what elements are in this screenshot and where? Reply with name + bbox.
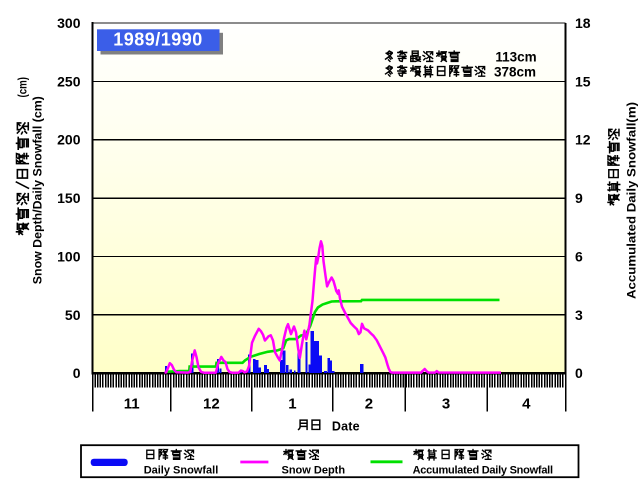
svg-text:50: 50 xyxy=(65,307,81,323)
svg-text:15: 15 xyxy=(575,73,591,89)
svg-text:3: 3 xyxy=(575,307,583,323)
svg-text:100: 100 xyxy=(57,249,81,265)
svg-text:113cm: 113cm xyxy=(495,50,536,65)
svg-text:3: 3 xyxy=(442,396,450,413)
svg-text:12: 12 xyxy=(203,396,220,413)
svg-text:12: 12 xyxy=(575,132,591,148)
svg-text:150: 150 xyxy=(57,190,81,206)
svg-text:Daily Snowfall: Daily Snowfall xyxy=(144,464,219,476)
svg-text:18: 18 xyxy=(575,15,591,31)
svg-text:Snow Depth/Daily Snowfall (cm): Snow Depth/Daily Snowfall (cm) xyxy=(33,96,45,284)
svg-text:378cm: 378cm xyxy=(494,65,536,80)
svg-text:4: 4 xyxy=(522,396,531,413)
svg-text:9: 9 xyxy=(575,190,583,206)
svg-text:Snow Depth: Snow Depth xyxy=(282,464,346,476)
svg-text:Accumulated Daily Snowfall(m): Accumulated Daily Snowfall(m) xyxy=(625,102,639,299)
svg-text:(cm): (cm) xyxy=(16,77,30,98)
svg-text:200: 200 xyxy=(57,132,81,148)
svg-text:0: 0 xyxy=(73,365,81,381)
svg-text:1: 1 xyxy=(288,396,296,413)
svg-text:300: 300 xyxy=(57,15,81,31)
svg-text:250: 250 xyxy=(57,73,81,89)
svg-text:Accumulated Daily Snowfall: Accumulated Daily Snowfall xyxy=(413,464,553,476)
svg-text:2: 2 xyxy=(365,396,373,413)
svg-text:1989/1990: 1989/1990 xyxy=(113,30,203,50)
svg-text:6: 6 xyxy=(575,249,583,265)
svg-text:0: 0 xyxy=(575,365,583,381)
svg-text:Date: Date xyxy=(332,419,360,433)
svg-text:11: 11 xyxy=(124,396,140,413)
